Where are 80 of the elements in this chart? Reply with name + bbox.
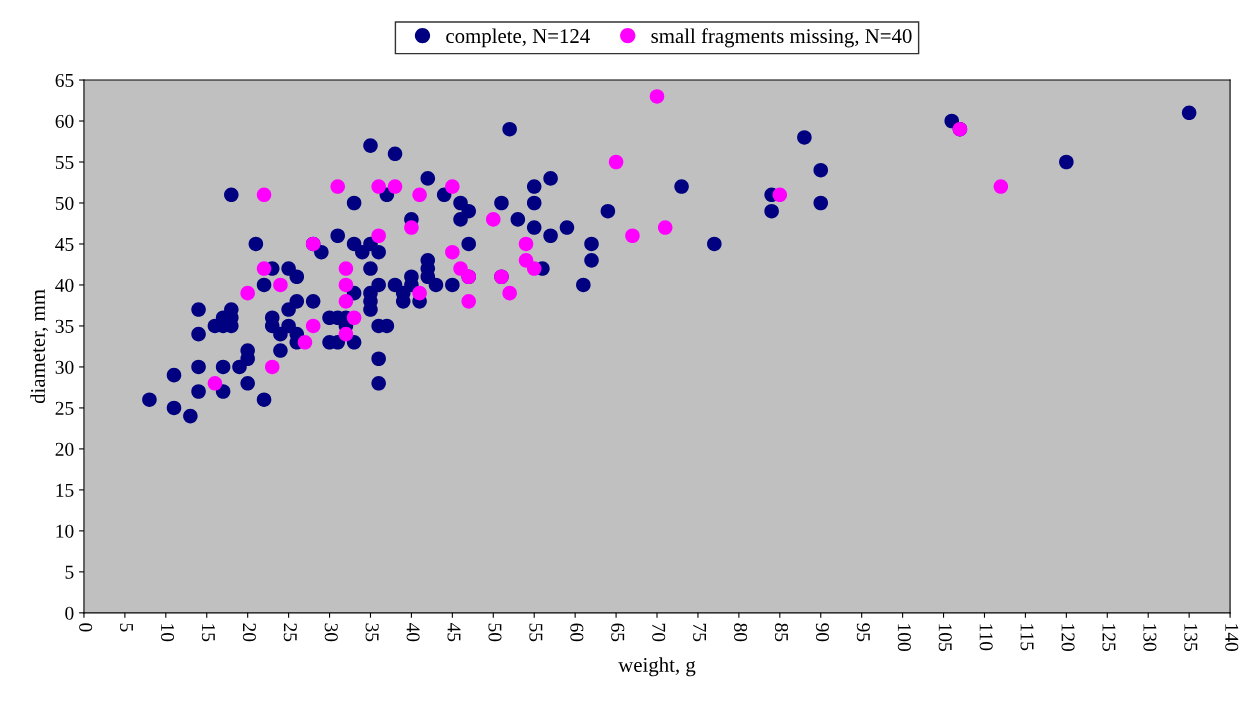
y-tick-label: 65: [55, 73, 74, 87]
point: [486, 212, 501, 227]
y-tick-label: 25: [55, 401, 74, 415]
x-axis-title: weight, g: [618, 657, 696, 677]
point: [240, 285, 255, 301]
x-tick-label: 130: [1143, 624, 1157, 651]
point: [273, 277, 288, 293]
y-tick-label: 50: [55, 196, 74, 210]
x-tick-label: 40: [406, 622, 420, 642]
y-tick-label: 15: [56, 483, 74, 497]
x-tick-label: 60: [570, 623, 584, 642]
point: [526, 261, 542, 276]
point: [338, 277, 354, 293]
point: [305, 318, 321, 334]
x-tick-label: 30: [324, 623, 338, 642]
x-tick-label: 5: [120, 623, 133, 632]
x-tick-label: 15: [201, 624, 215, 642]
point: [412, 187, 427, 203]
x-tick-label: 55: [529, 623, 543, 642]
point: [330, 179, 346, 194]
point: [371, 179, 386, 194]
point: [256, 261, 272, 276]
x-tick-label: 85: [774, 623, 789, 642]
point: [207, 376, 223, 391]
point: [445, 179, 460, 194]
x-tick-label: 80: [734, 623, 748, 642]
x-tick-label: 50: [488, 623, 502, 642]
point: [338, 294, 354, 309]
y-tick-label: 0: [65, 606, 74, 620]
legend-label: complete, N=124: [446, 28, 590, 48]
y-tick-label: 40: [55, 278, 74, 292]
x-tick-label: 75: [693, 623, 706, 642]
point: [338, 261, 354, 276]
y-tick-label: 55: [55, 156, 74, 169]
point: [264, 359, 280, 375]
x-tick-label: 90: [815, 623, 829, 642]
point: [445, 244, 460, 260]
legend-label: small fragments missing, N=40: [651, 28, 912, 48]
y-axis-title: diameter, mm: [30, 289, 48, 404]
point: [412, 285, 427, 301]
point: [502, 285, 517, 301]
point: [993, 179, 1009, 194]
point: [338, 326, 354, 342]
y-tick-label: 60: [55, 114, 74, 128]
point: [404, 220, 419, 235]
x-tick-label: 105: [938, 624, 952, 651]
point: [346, 310, 362, 326]
x-tick-label: 10: [160, 624, 175, 642]
x-tick-label: 35: [365, 623, 379, 642]
y-tick-label: 45: [55, 237, 74, 251]
point: [649, 89, 665, 104]
y-tick-label: 10: [56, 524, 74, 538]
y-tick-label: 5: [65, 565, 74, 579]
point: [387, 179, 403, 194]
x-tick-label: 140: [1225, 624, 1239, 651]
x-tick-label: 70: [652, 623, 666, 642]
x-tick-label: 95: [856, 623, 870, 642]
x-tick-label: 0: [79, 623, 93, 632]
x-tick-label: 25: [283, 623, 297, 642]
point: [657, 220, 673, 235]
x-tick-label: 100: [897, 624, 911, 651]
point: [256, 187, 272, 203]
x-tick-label: 45: [447, 622, 461, 642]
x-tick-label: 125: [1102, 624, 1116, 651]
point: [608, 154, 624, 170]
x-tick-label: 115: [1020, 624, 1034, 651]
point: [461, 294, 476, 309]
y-tick-label: 35: [55, 319, 74, 333]
y-tick-label: 30: [55, 360, 74, 374]
point: [518, 236, 534, 252]
x-tick-label: 20: [242, 623, 256, 642]
point: [297, 335, 313, 350]
x-tick-label: 120: [1061, 624, 1075, 651]
point: [625, 228, 640, 244]
x-tick-label: 135: [1184, 624, 1198, 651]
y-tick-label: 20: [55, 442, 74, 456]
point: [371, 228, 386, 244]
x-tick-label: 65: [611, 623, 625, 642]
x-tick-label: 110: [979, 624, 993, 651]
point: [772, 187, 788, 203]
